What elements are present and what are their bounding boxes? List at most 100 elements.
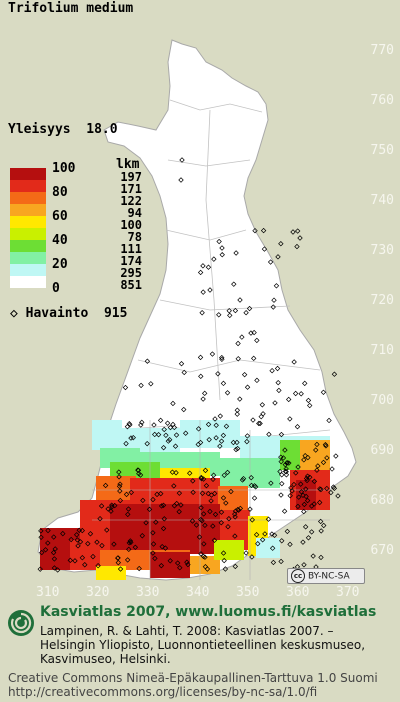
observation-diamond bbox=[144, 358, 151, 364]
legend-count-header: lkm bbox=[116, 157, 140, 172]
observation-diamond bbox=[202, 554, 208, 560]
observation-diamond bbox=[117, 488, 123, 494]
observation-diamond bbox=[233, 250, 239, 256]
observation-diamond bbox=[251, 355, 257, 362]
observation-diamond bbox=[291, 359, 297, 365]
observation-diamond bbox=[201, 541, 207, 547]
observation-diamond bbox=[85, 540, 91, 547]
observation-diamond bbox=[239, 477, 246, 483]
observation-diamond bbox=[116, 474, 122, 480]
observation-diamond bbox=[290, 229, 296, 235]
observation-diamond bbox=[205, 264, 212, 270]
observation-diamond bbox=[301, 457, 307, 463]
cc-icon: cc bbox=[291, 569, 305, 583]
observation-diamond bbox=[170, 400, 176, 407]
legend-count-5: 100 bbox=[120, 218, 142, 232]
observation-diamond bbox=[225, 524, 231, 530]
observation-diamond bbox=[310, 553, 316, 559]
observation-diamond bbox=[322, 441, 329, 448]
observation-diamond bbox=[128, 489, 134, 496]
observation-diamond bbox=[232, 307, 239, 314]
observation-diamond bbox=[272, 400, 278, 406]
observation-diamond bbox=[293, 470, 299, 476]
observation-diamond bbox=[152, 431, 158, 438]
observation-diamond bbox=[190, 478, 196, 484]
cc-license-badge[interactable]: cc BY-NC-SA bbox=[287, 568, 365, 584]
observation-diamond bbox=[301, 501, 308, 508]
observation-diamond bbox=[200, 289, 206, 295]
y-label-710: 710 bbox=[370, 343, 394, 358]
observation-diamond bbox=[320, 389, 327, 395]
observation-diamond bbox=[202, 390, 208, 397]
observation-diamond bbox=[102, 482, 109, 489]
x-label-370: 370 bbox=[336, 585, 360, 600]
observation-diamond bbox=[266, 431, 272, 438]
observation-diamond bbox=[174, 560, 181, 566]
observation-diamond bbox=[278, 558, 284, 565]
legend-pct-0: 0 bbox=[52, 281, 60, 296]
observation-diamond bbox=[124, 423, 131, 430]
observation-diamond bbox=[205, 490, 211, 497]
observation-diamond bbox=[222, 566, 229, 572]
observation-diamond bbox=[234, 439, 240, 446]
observation-diamond bbox=[298, 489, 305, 495]
observation-diamond bbox=[232, 563, 239, 570]
observation-diamond bbox=[251, 495, 258, 501]
observation-diamond bbox=[153, 519, 159, 525]
observation-diamond bbox=[237, 396, 243, 402]
observation-diamond bbox=[54, 567, 61, 573]
observation-diamond bbox=[235, 356, 241, 362]
observation-diamond bbox=[261, 246, 268, 252]
observation-diamond bbox=[173, 432, 180, 438]
observation-diamond bbox=[250, 417, 256, 423]
observation-diamond bbox=[237, 505, 244, 512]
legend-count-3: 122 bbox=[120, 194, 142, 208]
legend-count-6: 78 bbox=[127, 230, 142, 244]
observation-diamond bbox=[218, 438, 225, 444]
observation-diamond bbox=[294, 228, 301, 234]
observation-diamond bbox=[115, 559, 122, 566]
observation-diamond bbox=[196, 534, 203, 540]
observation-diamond bbox=[117, 481, 123, 487]
observation-diamond bbox=[79, 555, 86, 561]
observation-diamond bbox=[215, 371, 221, 377]
observation-diamond bbox=[197, 354, 204, 361]
observation-diamond bbox=[161, 426, 167, 433]
observation-diamond bbox=[237, 297, 243, 303]
observation-diamond bbox=[160, 502, 167, 508]
observation-diamond bbox=[51, 534, 57, 540]
observation-diamond bbox=[126, 546, 132, 553]
observation-diamond bbox=[51, 556, 58, 562]
observation-diamond bbox=[298, 481, 304, 487]
observation-diamond bbox=[136, 471, 142, 477]
observation-diamond bbox=[318, 554, 324, 561]
legend-count-1: 197 bbox=[120, 170, 142, 184]
citation-line-3: Kasvimuseo, Helsinki. bbox=[40, 652, 171, 666]
frequency-label: Yleisyys bbox=[8, 122, 71, 137]
observation-diamond bbox=[209, 351, 216, 357]
observation-diamond bbox=[235, 506, 241, 513]
observation-diamond bbox=[111, 541, 117, 547]
license-url[interactable]: http://creativecommons.org/licenses/by-n… bbox=[8, 685, 318, 699]
y-label-740: 740 bbox=[370, 193, 394, 208]
legend-swatch-6 bbox=[10, 228, 46, 240]
observation-diamond bbox=[270, 559, 277, 566]
observation-diamond bbox=[268, 480, 274, 486]
observation-diamond bbox=[195, 426, 202, 432]
observation-diamond bbox=[289, 488, 295, 494]
observation-diamond bbox=[182, 430, 189, 436]
species-title: Trifolium medium bbox=[8, 1, 134, 16]
observation-diamond bbox=[249, 517, 255, 523]
observation-diamond bbox=[122, 384, 129, 391]
observation-diamond bbox=[164, 420, 171, 426]
legend-swatch-4 bbox=[10, 204, 46, 216]
observation-diamond bbox=[279, 480, 285, 487]
observation-diamond bbox=[136, 565, 142, 572]
observation-diamond bbox=[244, 384, 251, 390]
footer-title[interactable]: Kasviatlas 2007, www.luomus.fi/kasviatla… bbox=[40, 604, 377, 620]
observation-diamond bbox=[273, 283, 280, 289]
observation-diamond bbox=[219, 354, 225, 361]
observation-diamond bbox=[184, 559, 190, 565]
observation-diamond bbox=[82, 562, 88, 568]
observation-diamond bbox=[216, 312, 222, 318]
